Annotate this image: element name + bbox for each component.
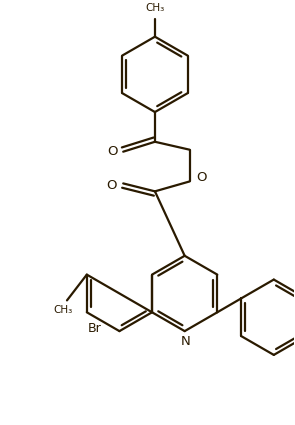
Text: N: N: [181, 334, 191, 348]
Text: O: O: [107, 145, 118, 158]
Text: Br: Br: [88, 322, 101, 334]
Text: CH₃: CH₃: [53, 305, 73, 315]
Text: O: O: [106, 179, 117, 192]
Text: CH₃: CH₃: [145, 3, 165, 13]
Text: O: O: [196, 171, 207, 184]
